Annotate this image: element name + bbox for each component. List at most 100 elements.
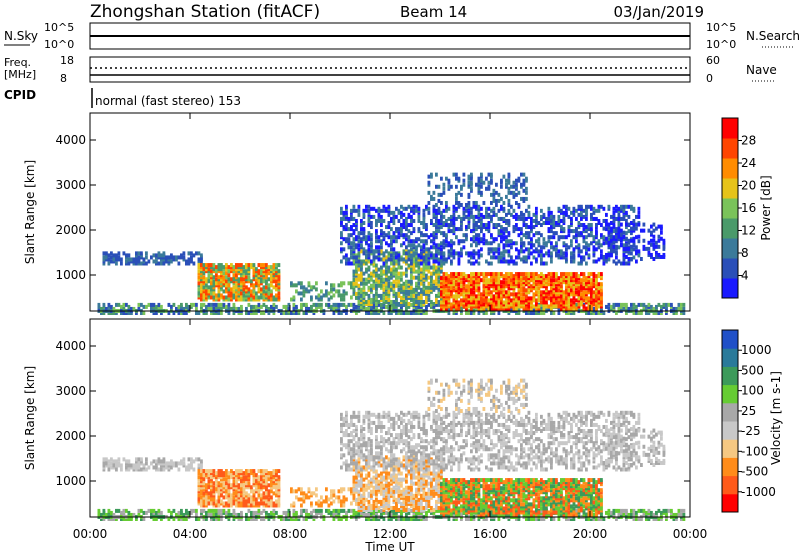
power-cell bbox=[575, 286, 578, 291]
colorbar-tick-label: 4 bbox=[741, 269, 749, 283]
power-cell bbox=[620, 306, 623, 311]
power-cell bbox=[192, 261, 196, 266]
velocity-cell bbox=[155, 465, 158, 470]
power-cell bbox=[445, 278, 448, 283]
power-cell bbox=[412, 265, 416, 270]
power-cell bbox=[502, 286, 506, 291]
velocity-cell bbox=[297, 517, 301, 521]
power-cell bbox=[197, 295, 201, 300]
power-cell bbox=[585, 204, 588, 209]
power-cell bbox=[112, 311, 116, 315]
power-cell bbox=[482, 288, 486, 293]
power-cell bbox=[260, 295, 263, 300]
power-cell bbox=[275, 283, 278, 288]
power-cell bbox=[457, 272, 461, 277]
power-cell bbox=[552, 214, 556, 219]
power-cell bbox=[617, 234, 621, 239]
power-cell bbox=[230, 263, 233, 268]
power-cell bbox=[502, 231, 506, 236]
power-cell bbox=[277, 297, 281, 302]
power-cell bbox=[472, 298, 476, 303]
velocity-cell bbox=[177, 461, 181, 466]
power-cell bbox=[452, 300, 456, 305]
power-cell bbox=[360, 261, 363, 266]
power-cell bbox=[410, 267, 413, 272]
power-cell bbox=[555, 292, 558, 297]
power-cell bbox=[135, 253, 138, 258]
power-cell bbox=[570, 290, 573, 295]
power-cell bbox=[505, 239, 508, 244]
power-cell bbox=[405, 285, 408, 290]
power-cell bbox=[610, 238, 613, 243]
power-cell bbox=[425, 227, 428, 232]
power-cell bbox=[445, 257, 448, 262]
power-cell bbox=[387, 277, 391, 282]
power-cell bbox=[425, 304, 428, 309]
power-cell bbox=[450, 245, 453, 250]
power-cell bbox=[637, 311, 641, 315]
power-cell bbox=[222, 271, 226, 276]
power-cell bbox=[265, 287, 268, 292]
power-cell bbox=[557, 306, 561, 311]
power-cell bbox=[357, 299, 361, 304]
power-cell bbox=[345, 223, 348, 228]
power-cell bbox=[245, 263, 248, 268]
power-cell bbox=[260, 311, 263, 315]
power-cell bbox=[102, 304, 106, 309]
power-cell bbox=[600, 288, 603, 293]
power-cell bbox=[400, 255, 403, 260]
power-cell bbox=[432, 245, 436, 250]
power-cell bbox=[425, 253, 428, 258]
power-cell bbox=[515, 178, 518, 183]
power-cell bbox=[557, 221, 561, 225]
power-cell bbox=[555, 304, 558, 309]
velocity-cell bbox=[532, 517, 536, 521]
power-cell bbox=[355, 271, 358, 276]
power-cell bbox=[142, 311, 146, 315]
power-cell bbox=[482, 284, 486, 289]
power-cell bbox=[262, 295, 266, 300]
power-cell bbox=[637, 210, 641, 215]
power-cell bbox=[595, 208, 598, 213]
power-cell bbox=[390, 218, 393, 223]
power-cell bbox=[585, 210, 588, 215]
power-cell bbox=[352, 255, 356, 260]
power-cell bbox=[480, 247, 483, 252]
power-cell bbox=[437, 210, 441, 215]
power-cell bbox=[160, 304, 163, 309]
power-cell bbox=[545, 286, 548, 291]
power-cell bbox=[422, 245, 426, 250]
power-cell bbox=[440, 286, 443, 291]
power-cell bbox=[392, 279, 396, 284]
power-cell bbox=[492, 223, 496, 228]
power-cell bbox=[390, 269, 393, 274]
power-cell bbox=[412, 269, 416, 274]
power-cell bbox=[577, 276, 581, 281]
power-cell bbox=[585, 229, 588, 234]
power-cell bbox=[662, 240, 666, 245]
power-cell bbox=[570, 243, 573, 248]
power-cell bbox=[277, 285, 281, 290]
power-cell bbox=[467, 182, 471, 187]
power-cell bbox=[340, 241, 343, 246]
power-cell bbox=[500, 184, 503, 189]
power-cell bbox=[227, 281, 231, 286]
power-cell bbox=[400, 243, 403, 248]
power-cell bbox=[492, 198, 496, 203]
power-cell bbox=[500, 272, 503, 277]
power-cell bbox=[470, 182, 473, 187]
power-cell bbox=[360, 304, 363, 309]
power-cell bbox=[595, 223, 598, 228]
power-cell bbox=[420, 231, 423, 236]
power-cell bbox=[582, 292, 586, 297]
power-cell bbox=[447, 292, 451, 297]
power-cell bbox=[440, 243, 443, 248]
power-cell bbox=[205, 293, 208, 298]
power-cell bbox=[490, 306, 493, 311]
power-cell bbox=[522, 296, 526, 301]
power-cell bbox=[227, 279, 231, 284]
velocity-cell bbox=[130, 512, 133, 517]
power-cell bbox=[437, 184, 441, 189]
velocity-cell bbox=[337, 517, 341, 521]
power-cell bbox=[452, 241, 456, 246]
